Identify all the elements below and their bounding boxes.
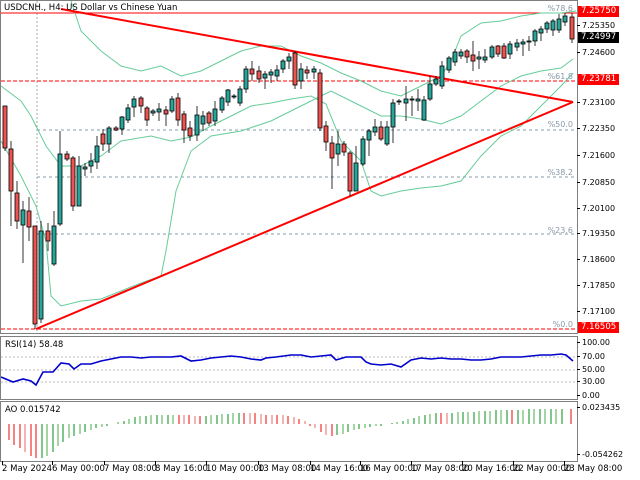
time-tick: 16 May 00:00	[360, 461, 419, 474]
rsi-tick: 30.00	[577, 377, 605, 386]
ao-chart-svg	[8, 409, 572, 458]
rsi-label: RSI(14) 58.48	[5, 340, 64, 350]
price-chart-svg	[1, 1, 577, 333]
time-tick: 6 May 00:00	[52, 461, 105, 474]
price-tick: 7.18600	[576, 255, 615, 264]
rsi-tick: 70.00	[577, 352, 605, 361]
rsi-axis: 100.00 70.00 50.00 30.00 0.00	[577, 336, 640, 400]
rsi-chart-svg	[1, 353, 577, 387]
ao-histogram	[8, 409, 572, 458]
price-tick: 7.17100	[576, 307, 615, 316]
ao-pane[interactable]: AO 0.015742	[0, 401, 578, 462]
lower-trendline	[35, 101, 574, 330]
ao-axis: 0.023435 -0.054262	[576, 401, 640, 462]
fib-label-23-6: %23.6	[547, 226, 573, 235]
fib-label-0-0: %0.0	[552, 320, 573, 329]
time-tick: 2 May 2024	[2, 461, 53, 474]
price-axis[interactable]: 7.25750 7.25350 7.24997 7.24600 7.23781 …	[576, 0, 640, 334]
bollinger-bands	[1, 1, 577, 307]
ao-label: AO 0.015742	[5, 405, 61, 415]
time-tick: 17 May 08:00	[411, 461, 470, 474]
price-tick: 7.22350	[576, 124, 615, 133]
time-tick: 20 May 16:00	[462, 461, 521, 474]
fib-61-price-tag: 7.23781	[578, 74, 620, 85]
rsi-pane[interactable]: RSI(14) 58.48	[0, 336, 578, 400]
price-tick: 7.20100	[576, 204, 615, 213]
rsi-tick: 100.00	[577, 338, 610, 347]
price-tick: 7.20850	[576, 178, 615, 187]
fib-label-50-0: %50.0	[547, 120, 573, 129]
high-price-tag: 7.25750	[578, 6, 620, 17]
rsi-line	[1, 353, 574, 387]
chart-title: USDCNH., H4: US Dollar vs Chinese Yuan	[4, 3, 178, 13]
time-tick: 10 May 00:00	[206, 461, 265, 474]
time-axis[interactable]: 2 May 2024 6 May 00:00 7 May 08:00 8 May…	[0, 461, 640, 480]
ao-tick: -0.054262	[576, 450, 623, 459]
price-tick: 7.25350	[576, 21, 615, 30]
time-tick: 7 May 08:00	[104, 461, 157, 474]
price-tick: 7.23100	[576, 98, 615, 107]
upper-trendline	[60, 8, 574, 103]
rsi-tick: 0.00	[577, 391, 600, 400]
ao-tick: 0.023435	[576, 403, 620, 412]
time-tick: 14 May 16:00	[310, 461, 369, 474]
price-tick: 7.24600	[576, 48, 615, 57]
time-tick: 8 May 16:00	[155, 461, 208, 474]
time-tick: 23 May 08:00	[564, 461, 623, 474]
price-tick: 7.17850	[576, 281, 615, 290]
candlesticks	[2, 13, 575, 329]
time-tick: 13 May 08:00	[258, 461, 317, 474]
fib-label-38-2: %38.2	[547, 168, 573, 177]
time-tick: 22 May 00:00	[513, 461, 572, 474]
fib-label-61-8: %61.8	[547, 72, 573, 81]
price-tick: 7.19350	[576, 229, 615, 238]
fib-label-78-6: %78.6	[547, 4, 573, 13]
fibonacci-levels	[37, 129, 577, 235]
current-price-tag: 7.24997	[578, 32, 620, 43]
rsi-tick: 50.00	[577, 365, 605, 374]
price-pane[interactable]: USDCNH., H4: US Dollar vs Chinese Yuan %…	[0, 0, 578, 334]
price-tick: 7.21600	[576, 151, 615, 160]
low-price-tag: 7.16505	[578, 322, 620, 333]
